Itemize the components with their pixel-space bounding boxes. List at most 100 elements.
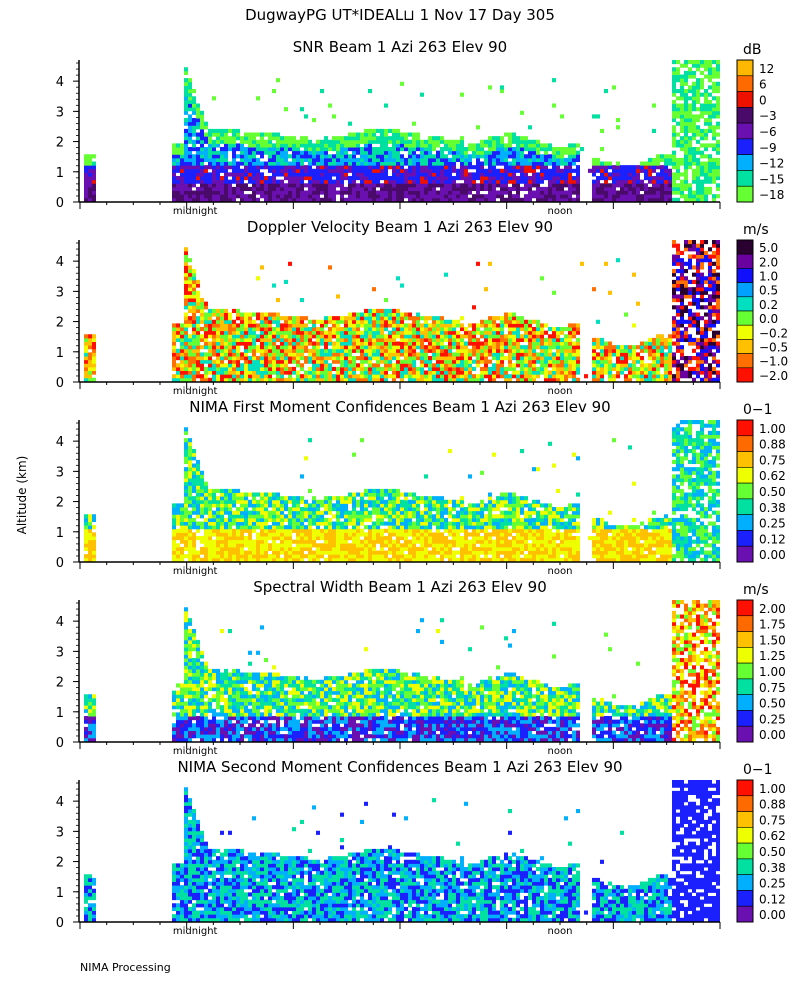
heatmap-cell xyxy=(544,348,548,353)
heatmap-cell xyxy=(536,356,540,361)
heatmap-cell xyxy=(448,356,452,361)
heatmap-cell xyxy=(436,370,440,375)
heatmap-cell xyxy=(256,374,260,379)
heatmap-cell xyxy=(260,165,264,170)
heatmap-cell xyxy=(380,330,384,335)
heatmap-cell xyxy=(212,143,216,148)
heatmap-cell xyxy=(672,89,676,94)
heatmap-cell xyxy=(172,345,176,350)
heatmap-cell xyxy=(400,132,404,137)
heatmap-cell xyxy=(184,370,188,375)
heatmap-cell xyxy=(680,96,684,101)
heatmap-cell xyxy=(192,301,196,306)
heatmap-cell xyxy=(608,363,612,368)
heatmap-cell xyxy=(260,374,264,379)
heatmap-cell xyxy=(208,334,212,339)
heatmap-cell xyxy=(280,150,284,155)
heatmap-cell xyxy=(592,179,596,184)
heatmap-cell xyxy=(264,197,268,202)
heatmap-cell xyxy=(712,96,716,101)
heatmap-cell xyxy=(620,176,624,181)
heatmap-cell xyxy=(336,157,340,163)
heatmap-cell xyxy=(608,197,612,202)
heatmap-cell xyxy=(360,147,364,152)
heatmap-cell xyxy=(664,154,668,159)
heatmap-cell xyxy=(340,165,344,170)
heatmap-cell xyxy=(700,150,704,155)
y-tick-label: 0 xyxy=(56,196,64,211)
heatmap-cell xyxy=(568,327,572,332)
heatmap-cell xyxy=(276,352,280,357)
heatmap-cell xyxy=(364,186,368,192)
heatmap-cell xyxy=(88,190,92,195)
heatmap-cell xyxy=(716,374,720,379)
heatmap-cell xyxy=(280,377,284,382)
heatmap-cell xyxy=(652,352,656,357)
heatmap-cell xyxy=(700,110,704,115)
heatmap-cell xyxy=(676,103,680,108)
heatmap-cell xyxy=(656,377,660,382)
heatmap-cell xyxy=(408,366,412,372)
heatmap-cell xyxy=(416,143,420,148)
heatmap-cell xyxy=(328,356,332,361)
heatmap-cell xyxy=(672,103,676,108)
heatmap-cell xyxy=(380,366,384,372)
heatmap-cell xyxy=(172,348,176,353)
heatmap-cell xyxy=(424,316,428,321)
heatmap-cell xyxy=(696,269,700,274)
heatmap-cell xyxy=(360,377,364,382)
heatmap-cell xyxy=(264,330,268,335)
heatmap-cell xyxy=(432,352,436,357)
heatmap-cell xyxy=(716,363,720,368)
heatmap-cell xyxy=(476,186,480,192)
heatmap-cell xyxy=(604,172,608,177)
heatmap-cell xyxy=(232,143,236,148)
heatmap-cell xyxy=(292,359,296,364)
heatmap-cell xyxy=(396,370,400,375)
heatmap-cell xyxy=(696,197,700,202)
heatmap-cell xyxy=(668,197,672,202)
heatmap-cell xyxy=(272,168,276,173)
heatmap-cell xyxy=(592,165,596,170)
heatmap-cell xyxy=(424,143,428,148)
heatmap-cell xyxy=(332,366,336,372)
heatmap-cell xyxy=(676,377,680,382)
heatmap-cell xyxy=(708,316,712,321)
y-tick-label: 1 xyxy=(56,166,64,181)
heatmap-cell xyxy=(300,374,304,379)
heatmap-cell xyxy=(380,136,384,141)
heatmap-cell xyxy=(356,316,360,321)
heatmap-cell xyxy=(200,165,204,170)
heatmap-cell xyxy=(192,107,196,112)
heatmap-cell xyxy=(84,366,88,372)
heatmap-cell xyxy=(452,147,456,152)
heatmap-cell xyxy=(612,363,616,368)
heatmap-cell xyxy=(440,334,444,339)
heatmap-cell xyxy=(348,374,352,379)
heatmap-cell xyxy=(548,345,552,350)
heatmap-cell xyxy=(564,377,568,382)
heatmap-cell xyxy=(672,125,676,130)
heatmap-cell xyxy=(360,154,364,159)
heatmap-cell xyxy=(524,157,528,163)
heatmap-cell xyxy=(652,359,656,364)
heatmap-cell xyxy=(700,179,704,184)
heatmap-cell xyxy=(692,312,696,317)
heatmap-cell xyxy=(632,183,636,188)
heatmap-cell xyxy=(212,194,216,199)
heatmap-cell xyxy=(344,168,348,173)
heatmap-cell xyxy=(716,110,720,115)
heatmap-cell xyxy=(244,176,248,181)
figure-title: DugwayPG UT*IDEAL⊔ 1 Nov 17 Day 305 xyxy=(245,6,555,24)
heatmap-cell xyxy=(432,168,436,173)
heatmap-cell xyxy=(692,157,696,163)
heatmap-cell xyxy=(208,183,212,188)
heatmap-cell xyxy=(360,352,364,357)
heatmap-cell xyxy=(392,136,396,141)
heatmap-cell xyxy=(640,348,644,353)
heatmap-cell xyxy=(644,345,648,350)
heatmap-cell xyxy=(516,316,520,321)
heatmap-cell xyxy=(184,269,188,274)
heatmap-cell xyxy=(276,298,280,303)
heatmap-cell xyxy=(336,323,340,328)
